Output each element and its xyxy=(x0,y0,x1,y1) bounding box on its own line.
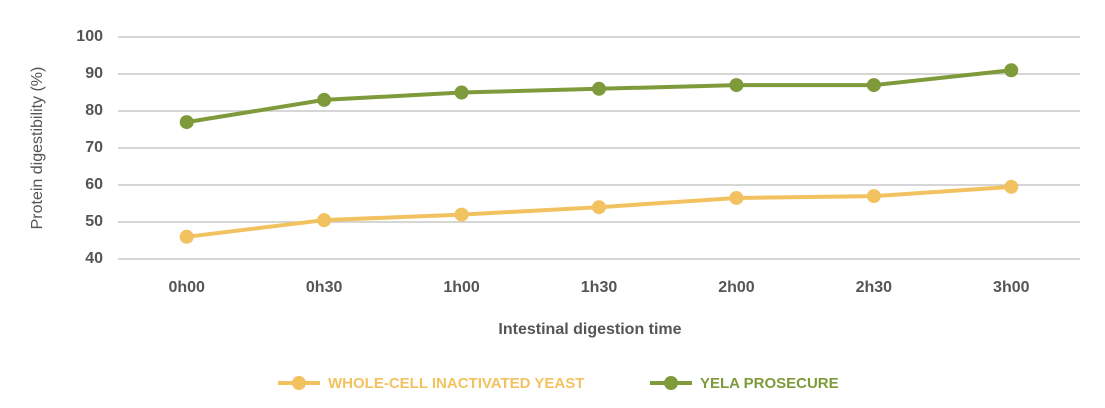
data-point xyxy=(454,85,469,100)
x-tick-label: 0h00 xyxy=(168,279,205,296)
data-point xyxy=(729,190,744,205)
x-axis-title: Intestinal digestion time xyxy=(498,321,681,338)
y-tick-label: 40 xyxy=(85,250,103,267)
y-axis-title: Protein digestibility (%) xyxy=(29,67,46,230)
y-tick-label: 50 xyxy=(85,213,103,230)
y-tick-label: 100 xyxy=(76,28,103,45)
data-point xyxy=(866,78,881,93)
x-tick-label: 0h30 xyxy=(306,279,343,296)
data-point xyxy=(317,213,332,228)
y-tick-label: 60 xyxy=(85,176,103,193)
data-point xyxy=(179,229,194,244)
x-tick-label: 2h30 xyxy=(856,279,893,296)
legend-label: YELA PROSECURE xyxy=(700,375,839,392)
data-point xyxy=(1004,179,1019,194)
data-point xyxy=(866,189,881,204)
data-point xyxy=(1004,63,1019,78)
legend-label: WHOLE-CELL INACTIVATED YEAST xyxy=(328,375,584,392)
x-tick-label: 3h00 xyxy=(993,279,1030,296)
legend-marker xyxy=(664,376,678,390)
x-tick-label: 1h00 xyxy=(443,279,480,296)
series-line xyxy=(186,68,1012,125)
y-tick-label: 90 xyxy=(85,65,103,82)
data-point xyxy=(729,78,744,93)
x-tick-label: 2h00 xyxy=(718,279,755,296)
data-point xyxy=(454,207,469,222)
data-point xyxy=(592,81,606,96)
data-point xyxy=(179,115,194,130)
x-tick-label: 1h30 xyxy=(581,279,618,296)
y-tick-label: 70 xyxy=(85,139,103,156)
legend-marker xyxy=(292,376,306,390)
data-point xyxy=(592,200,606,215)
data-point xyxy=(317,92,332,107)
y-tick-label: 80 xyxy=(85,102,103,119)
